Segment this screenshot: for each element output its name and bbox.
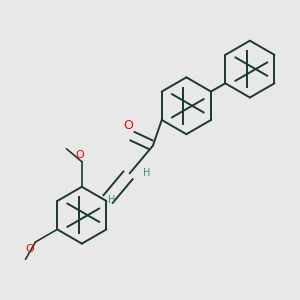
Text: O: O: [76, 150, 85, 160]
Text: O: O: [25, 244, 34, 254]
Text: H: H: [143, 169, 150, 178]
Text: O: O: [124, 119, 134, 132]
Text: H: H: [108, 196, 116, 206]
